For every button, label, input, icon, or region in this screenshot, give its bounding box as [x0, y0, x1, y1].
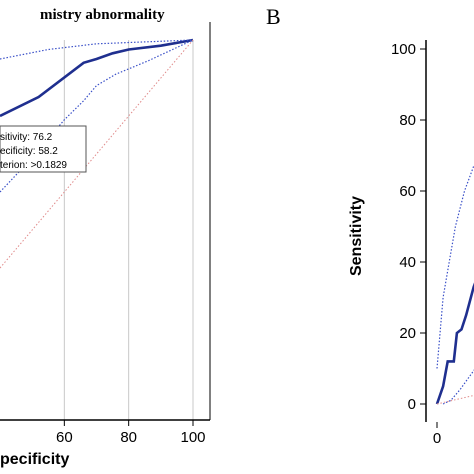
panel-b-ci-upper-line — [436, 164, 474, 369]
panel-b-y-tick-label: 20 — [399, 325, 416, 342]
panel-b-y-ticks: 0 20 40 60 80 100 — [391, 41, 426, 413]
panel-b-x-ticks: 0 — [433, 422, 441, 447]
panel-a-x-ticks: 60 80 100 — [56, 420, 206, 446]
panel-a: mistry abnormality 60 80 100 pecificity si… — [0, 7, 211, 468]
panel-b-y-tick-label: 40 — [399, 254, 416, 271]
panel-b-x-tick-label: 0 — [433, 430, 441, 447]
panel-a-x-tick-label: 80 — [120, 429, 137, 446]
panel-b-y-tick-label: 80 — [399, 112, 416, 129]
panel-a-roc-line — [0, 38, 194, 118]
panel-a-x-label: pecificity — [0, 451, 69, 468]
panel-b-y-label: Sensitivity — [348, 196, 365, 276]
panel-a-x-tick-label: 100 — [180, 429, 205, 446]
panel-a-x-tick-label: 60 — [56, 429, 73, 446]
panel-a-ci-lower-line — [0, 39, 194, 193]
panel-b-y-tick-label: 60 — [399, 183, 416, 200]
panel-b: B 0 20 40 60 80 100 0 Sensitivity — [266, 4, 474, 447]
annotation-sensitivity: sitivity: 76.2 — [0, 132, 53, 143]
panel-b-letter: B — [266, 4, 281, 29]
panel-a-ci-upper-line — [0, 39, 194, 60]
annotation-specificity: ecificity: 58.2 — [0, 146, 58, 157]
panel-a-title: mistry abnormality — [40, 7, 165, 23]
panel-a-reference-line — [0, 39, 194, 269]
panel-b-y-tick-label: 0 — [408, 396, 416, 413]
panel-b-y-tick-label: 100 — [391, 41, 416, 58]
panel-b-roc-line — [435, 282, 474, 405]
panel-a-series — [0, 38, 194, 269]
panel-a-annotation-box: sitivity: 76.2 ecificity: 58.2 terion: >… — [0, 125, 87, 173]
annotation-criterion: terion: >0.1829 — [0, 160, 67, 171]
panel-a-grid — [63, 40, 194, 420]
panel-b-reference-line — [436, 394, 474, 405]
panel-b-ci-lower-line — [442, 369, 474, 405]
panel-b-series — [435, 164, 474, 405]
